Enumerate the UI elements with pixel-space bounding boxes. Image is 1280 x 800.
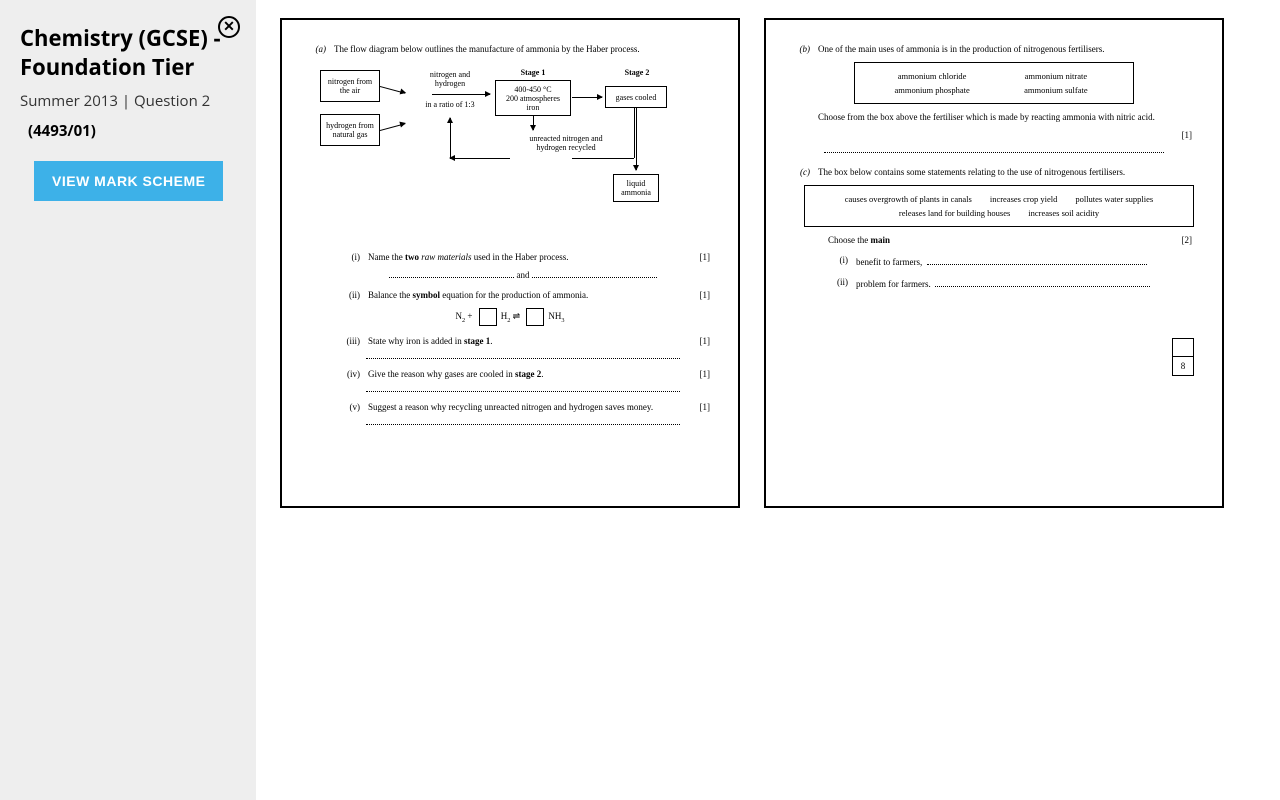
stmt-item: releases land for building houses [899,208,1010,218]
sidebar: ✕ Chemistry (GCSE) - Foundation Tier Sum… [0,0,256,800]
arrow [450,118,451,158]
view-mark-scheme-button[interactable]: VIEW MARK SCHEME [34,161,223,201]
part-c-label: (c) [794,167,810,177]
sub-ii-marks: [1] [694,290,710,300]
fert-item: ammonium sulfate [999,83,1113,97]
flow-box-stage1: 400-450 °C 200 atmospheres iron [495,80,571,116]
arrow [533,116,534,130]
sub-ii-num: (ii) [340,290,360,300]
sub-cii-num: (ii) [828,277,848,289]
answer-line [824,143,1164,153]
flow-box-stage2: gases cooled [605,86,667,108]
arrow [380,86,405,94]
close-icon[interactable]: ✕ [218,16,240,38]
stmt-item: causes overgrowth of plants in canals [845,194,972,204]
main-content: (a) The flow diagram below outlines the … [256,0,1280,800]
equation: N2 + H2 ⇌ NH3 [310,308,710,326]
sub-i-text: Name the two raw materials used in the H… [368,252,686,262]
arrow [450,158,510,159]
sub-i-marks: [1] [694,252,710,262]
line [572,158,634,159]
fert-item: ammonium nitrate [999,69,1113,83]
sub-ci-num: (i) [828,255,848,267]
part-a-label: (a) [310,44,326,54]
sub-cii-text: problem for farmers. [856,277,1194,289]
flow-box-hydrogen: hydrogen from natural gas [320,114,380,146]
fert-item: ammonium chloride [875,69,989,83]
answer-line [366,382,680,392]
sub-v-num: (v) [340,402,360,412]
arrow [572,97,602,98]
exam-page-1: (a) The flow diagram below outlines the … [280,18,740,508]
part-b-choose: Choose from the box above the fertiliser… [818,112,1194,122]
flow-label-ratio: in a ratio of 1:3 [422,100,478,109]
part-c-text: The box below contains some statements r… [818,167,1194,177]
answer-line [366,415,680,425]
sub-i-num: (i) [340,252,360,262]
sub-iv-num: (iv) [340,369,360,379]
sub-iv-marks: [1] [694,369,710,379]
haber-flow-diagram: nitrogen from the air hydrogen from natu… [310,62,710,242]
flow-box-nitrogen: nitrogen from the air [320,70,380,102]
flow-label-mix: nitrogen and hydrogen [418,70,482,88]
answer-line [366,349,680,359]
sub-ci-text: benefit to farmers, [856,255,1194,267]
sub-iii-num: (iii) [340,336,360,346]
paper-code: (4493/01) [28,121,236,141]
arrow [432,94,490,95]
sub-ii-text: Balance the symbol equation for the prod… [368,290,686,300]
sub-iv-text: Give the reason why gases are cooled in … [368,369,686,379]
stmt-item: pollutes water supplies [1075,194,1153,204]
fert-item: ammonium phosphate [875,83,989,97]
flow-label-stage2: Stage 2 [612,68,662,77]
part-c-choose: Choose the main [828,235,1182,245]
fertiliser-box: ammonium chloride ammonium nitrate ammon… [854,62,1134,104]
flow-label-recycle: unreacted nitrogen and hydrogen recycled [516,134,616,152]
statements-box: causes overgrowth of plants in canals in… [804,185,1194,227]
line [634,108,635,158]
sub-v-text: Suggest a reason why recycling unreacted… [368,402,686,412]
part-a-text: The flow diagram below outlines the manu… [334,44,710,54]
part-c-marks: [2] [1182,235,1193,245]
answer-line: and [366,268,680,280]
part-b-label: (b) [794,44,810,54]
part-b-marks: [1] [794,130,1192,140]
sub-iii-marks: [1] [694,336,710,346]
total-marks: 8 [1173,357,1193,375]
page-subtitle: Summer 2013 | Question 2 [20,91,236,111]
sub-v-marks: [1] [694,402,710,412]
sub-iii-text: State why iron is added in stage 1. [368,336,686,346]
arrow [380,123,405,131]
flow-box-ammonia: liquid ammonia [613,174,659,202]
stmt-item: increases soil acidity [1028,208,1099,218]
page-title: Chemistry (GCSE) - Foundation Tier [20,24,236,81]
total-marks-box: 8 [1172,338,1194,376]
flow-label-stage1: Stage 1 [508,68,558,77]
stmt-item: increases crop yield [990,194,1058,204]
arrow [636,108,637,170]
part-b-text: One of the main uses of ammonia is in th… [818,44,1194,54]
exam-page-2: (b) One of the main uses of ammonia is i… [764,18,1224,508]
